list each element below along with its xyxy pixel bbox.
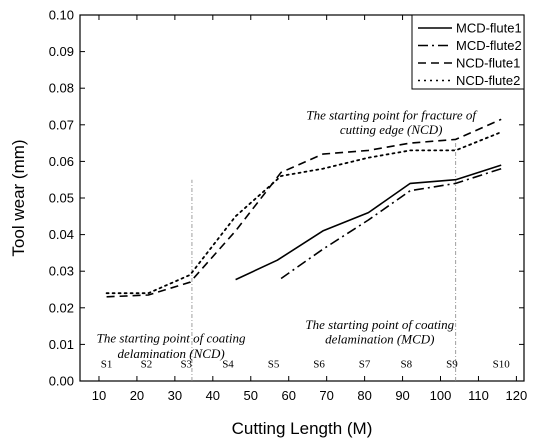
stage-label: S1	[101, 358, 113, 370]
x-tick-label: 50	[244, 388, 258, 403]
x-tick-label: 110	[468, 388, 489, 403]
x-tick-label: 80	[357, 388, 371, 403]
series-layer	[105, 118, 503, 298]
y-tick-label: 0.07	[49, 117, 74, 132]
stage-label: S8	[401, 358, 413, 370]
stage-label: S9	[446, 358, 458, 370]
annotation-text: The starting point of coating	[97, 331, 246, 346]
x-tick-label: 120	[506, 388, 528, 403]
annotation-text: cutting edge (NCD)	[340, 122, 443, 137]
stage-labels: S1 S2 S3 S4 S5 S6 S7 S8 S9 S10	[101, 358, 511, 370]
x-tick-label: 90	[395, 388, 409, 403]
y-tick-label: 0.05	[49, 191, 74, 206]
y-axis-ticks: 0.00 0.01 0.02 0.03 0.04 0.05 0.06 0.07 0.08 0.09…	[49, 8, 524, 389]
y-tick-label: 0.00	[49, 374, 74, 389]
stage-label: S2	[141, 358, 153, 370]
stage-label: S6	[313, 358, 325, 370]
stage-label: S7	[359, 358, 371, 370]
series-line-mcd-flute1	[235, 164, 502, 281]
y-tick-label: 0.01	[49, 337, 74, 352]
y-tick-label: 0.03	[49, 264, 74, 279]
x-tick-label: 30	[168, 388, 182, 403]
legend: MCD-flute1 MCD-flute2 NCD-flute1 NCD-flute2	[411, 14, 525, 90]
x-axis-ticks: 10 20 30 40 50 60 70 80 90 100 110 120	[92, 15, 528, 403]
x-tick-label: 70	[319, 388, 333, 403]
x-tick-label: 40	[206, 388, 220, 403]
y-tick-label: 0.06	[49, 154, 74, 169]
legend-entry: NCD-flute2	[456, 73, 520, 88]
annotation-text: The starting point for fracture of	[306, 107, 478, 122]
legend-entry: MCD-flute2	[456, 38, 522, 53]
series-line-ncd-flute1	[106, 118, 502, 298]
stage-label: S4	[222, 358, 234, 370]
stage-label: S3	[180, 358, 192, 370]
stage-label: S10	[493, 358, 511, 370]
y-axis-title: Tool wear (mm)	[9, 139, 28, 256]
x-axis-title: Cutting Length (M)	[232, 419, 373, 438]
series-line-ncd-flute2	[105, 131, 503, 295]
reference-lines	[191, 141, 457, 381]
x-tick-label: 10	[92, 388, 106, 403]
x-tick-label: 100	[430, 388, 452, 403]
legend-entry: NCD-flute1	[456, 56, 520, 71]
y-tick-label: 0.02	[49, 300, 74, 315]
y-tick-label: 0.10	[49, 8, 74, 23]
x-tick-label: 60	[281, 388, 295, 403]
annotation-text: delamination (MCD)	[325, 332, 434, 347]
legend-entry: MCD-flute1	[456, 21, 522, 36]
x-tick-label: 20	[130, 388, 144, 403]
annotations: The starting point for fracture ofcuttin…	[97, 107, 479, 361]
y-tick-label: 0.09	[49, 44, 74, 59]
stage-label: S5	[268, 358, 280, 370]
y-tick-label: 0.04	[49, 227, 74, 242]
y-tick-label: 0.08	[49, 81, 74, 96]
series-line-mcd-flute2	[280, 167, 502, 280]
plot-area: 10 20 30 40 50 60 70 80 90 100 110 120 0.00 0.01 0.02…	[49, 8, 528, 404]
annotation-text: delamination (NCD)	[117, 346, 224, 361]
annotation-text: The starting point of coating	[305, 317, 454, 332]
